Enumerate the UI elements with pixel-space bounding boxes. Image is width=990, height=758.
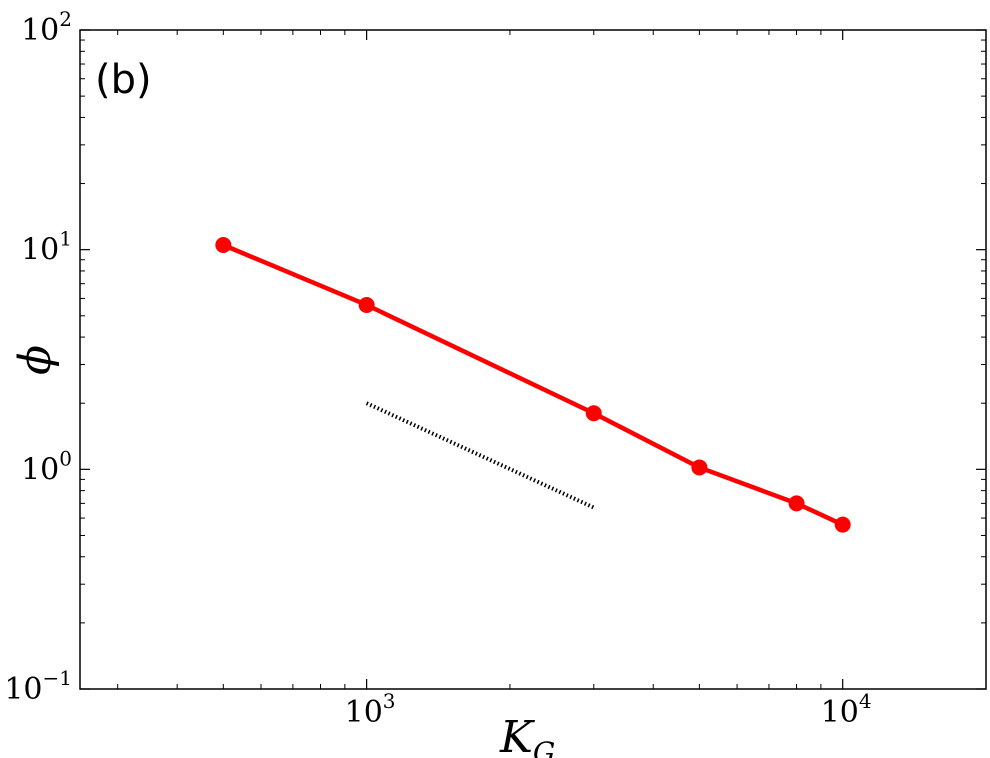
ticks-layer: 103 104 10−1 100 101 102 — [4, 7, 987, 730]
data-point — [834, 516, 851, 533]
series-layer — [215, 237, 851, 533]
data-point — [585, 405, 602, 422]
reference-line-layer — [365, 401, 595, 510]
series-line — [222, 242, 844, 527]
panel-label: (b) — [95, 57, 152, 103]
plot-frame — [79, 29, 987, 690]
x-axis-label-sub: G — [533, 736, 555, 758]
data-point — [215, 237, 232, 254]
y-tick-label: 102 — [21, 7, 72, 48]
x-axis-label: KG — [499, 712, 555, 758]
y-axis-label: ϕ — [10, 345, 61, 375]
data-point — [691, 459, 708, 476]
x-tick-label: 104 — [821, 689, 872, 730]
x-axis-label-main: K — [499, 712, 535, 758]
reference-slope-line — [365, 401, 595, 510]
data-point — [358, 296, 375, 313]
y-tick-label: 101 — [21, 227, 72, 268]
x-tick-label: 103 — [345, 689, 396, 730]
y-tick-label: 10−1 — [4, 666, 72, 707]
data-point — [788, 495, 805, 512]
y-tick-label: 100 — [21, 446, 72, 487]
